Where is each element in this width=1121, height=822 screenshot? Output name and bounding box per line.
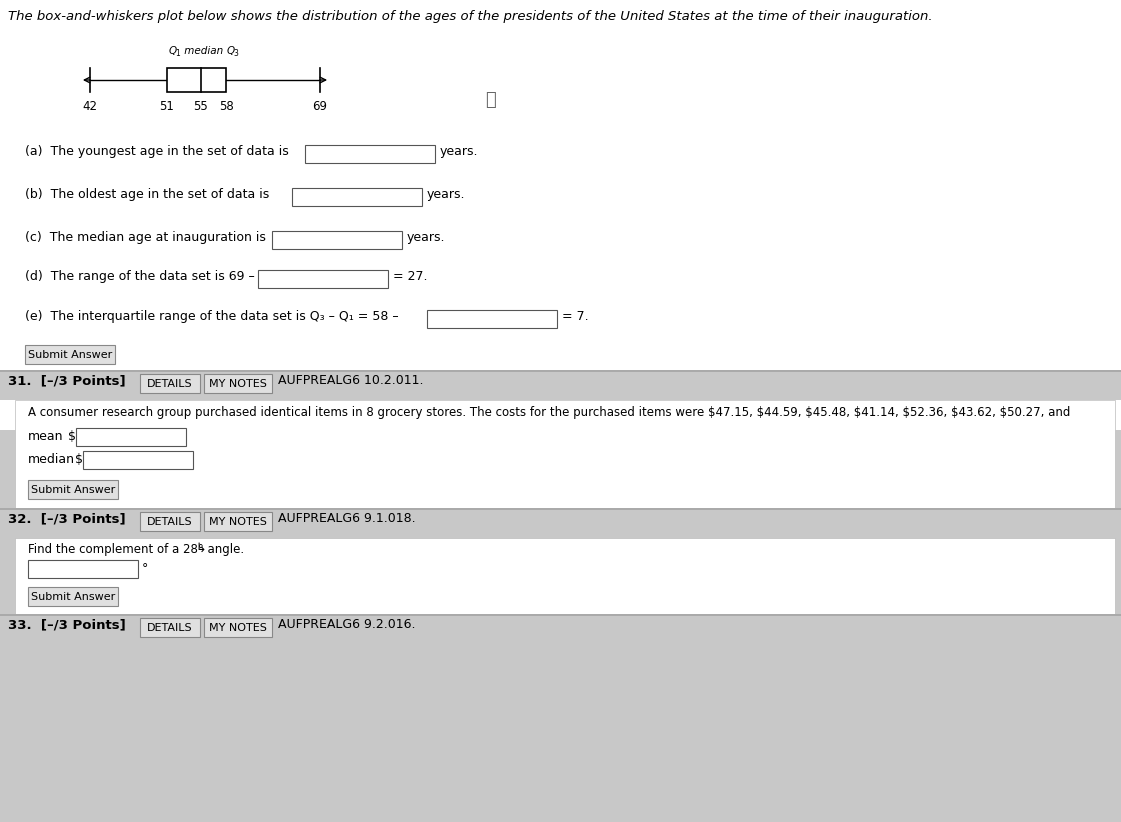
- Text: = 7.: = 7.: [562, 310, 589, 323]
- Text: 33.  [–/3 Points]: 33. [–/3 Points]: [8, 618, 126, 631]
- Text: AUFPREALG6 9.2.016.: AUFPREALG6 9.2.016.: [278, 618, 416, 631]
- Bar: [291, 188, 421, 206]
- Text: median: median: [180, 46, 226, 56]
- Text: years.: years.: [441, 145, 479, 158]
- Text: (c)  The median age at inauguration is: (c) The median age at inauguration is: [25, 231, 266, 244]
- Text: 42: 42: [83, 100, 98, 113]
- Bar: [0, 370, 1121, 372]
- Bar: [140, 618, 200, 637]
- Bar: [0, 616, 1121, 644]
- Text: A consumer research group purchased identical items in 8 grocery stores. The cos: A consumer research group purchased iden…: [28, 406, 1071, 419]
- Text: 51: 51: [159, 100, 174, 113]
- Text: 55: 55: [193, 100, 209, 113]
- Text: DETAILS: DETAILS: [147, 516, 193, 527]
- Text: DETAILS: DETAILS: [147, 622, 193, 632]
- Bar: [25, 345, 115, 364]
- Text: mean: mean: [28, 430, 64, 443]
- Text: $: $: [75, 453, 83, 466]
- Text: (e)  The interquartile range of the data set is Q₃ – Q₁ = 58 –: (e) The interquartile range of the data …: [25, 310, 399, 323]
- Text: Submit Answer: Submit Answer: [31, 484, 115, 495]
- Text: Q: Q: [168, 46, 177, 56]
- Bar: [272, 231, 402, 249]
- Bar: [140, 374, 200, 393]
- Text: MY NOTES: MY NOTES: [209, 378, 267, 389]
- Text: median: median: [28, 453, 75, 466]
- Bar: [140, 512, 200, 531]
- Bar: [28, 560, 138, 578]
- Bar: [76, 428, 186, 446]
- Text: (a)  The youngest age in the set of data is: (a) The youngest age in the set of data …: [25, 145, 289, 158]
- Bar: [0, 510, 1121, 538]
- Bar: [204, 618, 272, 637]
- Text: (b)  The oldest age in the set of data is: (b) The oldest age in the set of data is: [25, 188, 269, 201]
- Text: ↳: ↳: [195, 542, 205, 555]
- Bar: [0, 372, 1121, 400]
- Text: AUFPREALG6 10.2.011.: AUFPREALG6 10.2.011.: [278, 374, 424, 387]
- Bar: [0, 644, 1121, 822]
- Text: $: $: [68, 430, 76, 443]
- Text: 31.  [–/3 Points]: 31. [–/3 Points]: [8, 374, 126, 387]
- Bar: [204, 512, 272, 531]
- Bar: [28, 480, 118, 499]
- Text: Find the complement of a 28° angle.: Find the complement of a 28° angle.: [28, 543, 244, 556]
- Text: AUFPREALG6 9.1.018.: AUFPREALG6 9.1.018.: [278, 512, 416, 525]
- Bar: [204, 374, 272, 393]
- Text: 1: 1: [176, 49, 180, 58]
- Bar: [0, 0, 1121, 430]
- Text: 32.  [–/3 Points]: 32. [–/3 Points]: [8, 512, 126, 525]
- Text: 3: 3: [233, 49, 239, 58]
- Bar: [28, 587, 118, 606]
- Text: The box-and-whiskers plot below shows the distribution of the ages of the presid: The box-and-whiskers plot below shows th…: [8, 10, 933, 23]
- Text: ⓘ: ⓘ: [484, 91, 495, 109]
- Bar: [0, 614, 1121, 616]
- Bar: [167, 68, 226, 92]
- Text: Submit Answer: Submit Answer: [28, 349, 112, 359]
- Bar: [83, 451, 193, 469]
- Bar: [427, 310, 557, 328]
- Text: DETAILS: DETAILS: [147, 378, 193, 389]
- Text: 58: 58: [219, 100, 233, 113]
- Text: years.: years.: [407, 231, 445, 244]
- Bar: [15, 538, 1115, 648]
- Bar: [0, 508, 1121, 510]
- Text: Q: Q: [226, 46, 234, 56]
- Text: 69: 69: [313, 100, 327, 113]
- Text: °: °: [142, 562, 148, 575]
- Text: MY NOTES: MY NOTES: [209, 622, 267, 632]
- Bar: [15, 400, 1115, 530]
- Text: (d)  The range of the data set is 69 –: (d) The range of the data set is 69 –: [25, 270, 254, 283]
- Text: years.: years.: [427, 188, 465, 201]
- Bar: [258, 270, 388, 288]
- Text: = 27.: = 27.: [393, 270, 427, 283]
- Bar: [305, 145, 435, 163]
- Text: MY NOTES: MY NOTES: [209, 516, 267, 527]
- Text: Submit Answer: Submit Answer: [31, 592, 115, 602]
